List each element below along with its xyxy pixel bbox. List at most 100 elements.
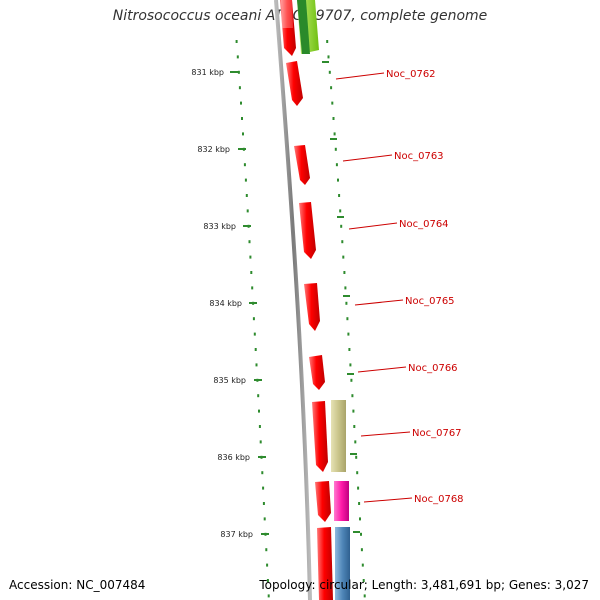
gene-bar-magenta[interactable] <box>334 481 349 521</box>
leader-line <box>335 72 385 80</box>
ruler-dot <box>360 532 362 536</box>
ruler-dot <box>347 332 350 336</box>
gene-labels: Noc_0762 Noc_0763 Noc_0764 Noc_0765 Noc_… <box>386 69 464 505</box>
kbp-labels: 831 kbp 832 kbp 833 kbp 834 kbp 835 kbp … <box>191 68 253 539</box>
ruler-dot <box>361 563 364 567</box>
ruler-dot <box>333 132 336 136</box>
ruler-dot <box>337 178 339 182</box>
ruler-dot <box>327 55 330 59</box>
leader-line <box>342 154 393 162</box>
ruler-dot <box>238 86 241 90</box>
gene-noc-0766[interactable] <box>309 355 325 390</box>
ruler-dot <box>328 70 331 74</box>
accession-text: Accession: NC_007484 <box>9 578 146 592</box>
ruler-dot <box>332 117 335 120</box>
gene-noc-0765[interactable] <box>304 283 320 331</box>
ruler-dot <box>352 409 355 413</box>
ruler-dot <box>351 394 354 398</box>
ruler-dot <box>243 163 246 167</box>
gene-noc-0763[interactable] <box>294 145 310 185</box>
ruler-dot <box>339 209 342 213</box>
ruler-dot <box>259 440 262 444</box>
ruler-dot <box>362 579 365 582</box>
ruler-dot <box>244 178 247 182</box>
ruler-dot <box>343 271 346 274</box>
gene-label-noc-0765[interactable]: Noc_0765 <box>405 296 455 307</box>
gene-bar-khaki[interactable] <box>331 400 346 472</box>
ruler-dot <box>357 486 360 490</box>
ruler-dot <box>254 348 257 351</box>
ruler-dot <box>266 579 269 582</box>
genome-backbone <box>274 0 312 600</box>
gene-arrow[interactable] <box>286 61 303 106</box>
ruler-dot <box>350 378 353 382</box>
leader-line <box>348 222 398 230</box>
ruler-dot <box>348 348 351 351</box>
kbp-label: 835 kbp <box>213 376 246 385</box>
gene-label-noc-0766[interactable]: Noc_0766 <box>408 363 458 374</box>
leader-line <box>363 497 413 503</box>
gene-arrow[interactable] <box>304 283 320 331</box>
gene-label-noc-0768[interactable]: Noc_0768 <box>414 494 464 505</box>
gene-top-partial-green[interactable] <box>281 0 319 54</box>
gene-bottom-partial[interactable] <box>317 527 350 600</box>
ruler-dot <box>261 471 264 475</box>
ruler-dot <box>235 40 238 43</box>
ruler-dot <box>251 286 254 290</box>
gene-bar-blue[interactable] <box>335 527 350 600</box>
right-green-dashes <box>322 61 360 533</box>
gene-arrow[interactable] <box>309 355 325 390</box>
gene-arrow[interactable] <box>299 202 316 259</box>
kbp-label: 833 kbp <box>203 222 236 231</box>
ruler-dot <box>258 409 260 413</box>
kbp-label: 836 kbp <box>217 453 250 462</box>
ruler-dot <box>262 486 265 490</box>
gene-bar-partial-darkgreen[interactable] <box>297 0 310 54</box>
gene-noc-0768[interactable] <box>315 481 349 522</box>
gene-noc-0762[interactable] <box>286 61 303 106</box>
gene-arrow-partial[interactable] <box>317 527 333 600</box>
gene-arrow[interactable] <box>294 145 310 185</box>
kbp-label: 834 kbp <box>209 299 242 308</box>
ruler-dot <box>255 363 258 367</box>
ruler-dot <box>360 548 363 552</box>
ruler-dot <box>249 255 252 259</box>
ruler-dot <box>262 502 265 505</box>
kbp-ticks <box>230 71 269 535</box>
ruler-dot <box>267 594 270 598</box>
leader-line <box>354 299 404 306</box>
left-dotted-ruler <box>235 40 270 598</box>
ruler-dot <box>263 517 266 521</box>
ruler-dot <box>257 394 260 398</box>
gene-arrow[interactable] <box>312 401 328 472</box>
ruler-dot <box>242 132 244 136</box>
gene-label-noc-0767[interactable]: Noc_0767 <box>412 428 462 439</box>
ruler-dot <box>338 194 341 197</box>
ruler-dot <box>358 502 361 505</box>
ruler-dot <box>253 332 256 336</box>
ruler-dot <box>363 594 366 598</box>
ruler-dot <box>252 317 255 321</box>
kbp-label: 831 kbp <box>191 68 224 77</box>
gene-arrow[interactable] <box>315 481 331 522</box>
ruler-dot <box>345 301 348 305</box>
gene-noc-0764[interactable] <box>299 202 316 259</box>
ruler-dot <box>354 440 357 444</box>
kbp-label: 832 kbp <box>197 145 230 154</box>
ruler-dot <box>353 425 356 428</box>
label-leaders <box>335 72 413 503</box>
leader-line <box>357 366 407 373</box>
ruler-dot <box>330 86 333 90</box>
gene-bar-partial-pink[interactable] <box>281 0 293 28</box>
gene-label-noc-0763[interactable]: Noc_0763 <box>394 151 444 162</box>
ruler-dot <box>237 70 240 74</box>
gene-label-noc-0764[interactable]: Noc_0764 <box>399 219 449 230</box>
gene-label-noc-0762[interactable]: Noc_0762 <box>386 69 436 80</box>
right-dotted-ruler <box>326 40 366 598</box>
ruler-dot <box>335 163 338 167</box>
ruler-dot <box>250 271 253 274</box>
ruler-dot <box>241 117 243 120</box>
gene-noc-0767[interactable] <box>312 400 346 472</box>
ruler-dot <box>334 147 337 151</box>
